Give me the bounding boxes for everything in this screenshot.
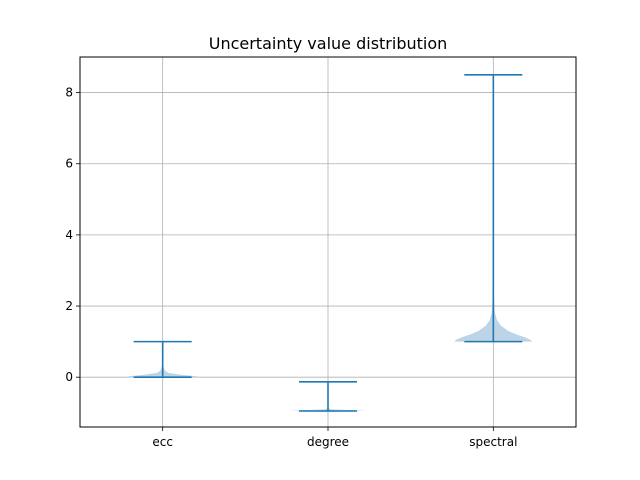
y-tick-label: 6	[65, 157, 73, 171]
x-tick-label: degree	[307, 435, 349, 449]
y-tick-label: 4	[65, 228, 73, 242]
axis-layer: ecc degree spectral 0 2 4 6 8	[65, 56, 577, 449]
grid-layer	[80, 57, 576, 427]
chart-title: Uncertainty value distribution	[209, 34, 448, 53]
y-tick-label: 0	[65, 370, 73, 384]
y-tick-label: 8	[65, 86, 73, 100]
x-tick-label: ecc	[152, 435, 173, 449]
violin-layer	[125, 73, 533, 413]
y-tick-label: 2	[65, 299, 73, 313]
x-tick-label: spectral	[469, 435, 517, 449]
